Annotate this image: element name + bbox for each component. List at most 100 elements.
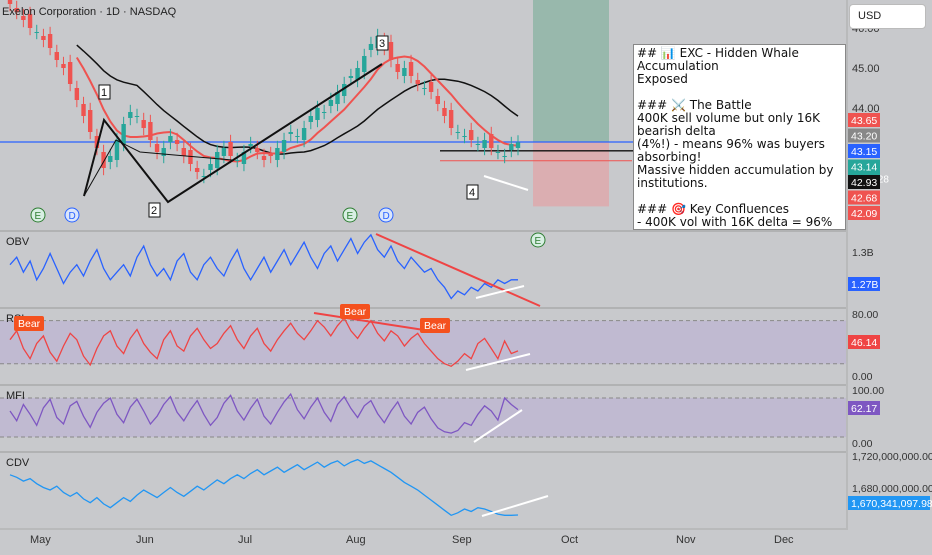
note-annotation[interactable]: ## 📊 EXC - Hidden Whale Accumulation Expo… bbox=[633, 44, 846, 230]
candle-body bbox=[34, 32, 39, 33]
currency-selector[interactable]: USD bbox=[849, 4, 926, 29]
candle-body bbox=[81, 104, 86, 116]
wave-label-box bbox=[148, 202, 161, 218]
wave-channel bbox=[83, 139, 233, 197]
candle-body bbox=[181, 148, 186, 156]
y-axis: 1.3B 1.27B 80.00 0.00 46.14 100.00 0.00 62.17 1,… bbox=[846, 0, 932, 530]
indicator-value-tag bbox=[848, 496, 930, 510]
price-tag-label: 43.65 bbox=[851, 115, 877, 127]
candle-body bbox=[261, 156, 267, 160]
candle-body bbox=[154, 144, 160, 152]
price-tag-label: 42.09 bbox=[851, 208, 877, 220]
candle-body bbox=[475, 144, 481, 145]
pane-title: OBV bbox=[6, 236, 30, 248]
candle-body bbox=[502, 156, 507, 157]
price-tag bbox=[848, 144, 880, 158]
dividend-marker bbox=[378, 207, 394, 223]
candle-body bbox=[121, 124, 126, 144]
indicator-value-tag bbox=[848, 401, 880, 415]
candle-body bbox=[134, 116, 140, 117]
stop-zone bbox=[533, 142, 609, 207]
wave-label: 3 bbox=[379, 38, 385, 50]
candle-body bbox=[281, 140, 287, 152]
candle-body bbox=[168, 136, 173, 142]
candle-body bbox=[515, 142, 521, 148]
candle-body bbox=[128, 112, 133, 118]
indicator-band bbox=[0, 398, 846, 437]
candle-body bbox=[482, 140, 487, 148]
bear-badge bbox=[14, 316, 44, 331]
candle-body bbox=[415, 80, 420, 84]
wave-label-box bbox=[466, 184, 479, 200]
bear-badge bbox=[420, 318, 450, 333]
price-tick-label: 45.00 bbox=[852, 63, 880, 75]
candle-body bbox=[308, 116, 313, 122]
candle-body bbox=[14, 8, 19, 12]
indicator-value-label: 1,670,341,097.98 bbox=[851, 498, 932, 510]
overlay-drawings: 1 2 3 4 E D E D E bbox=[30, 35, 546, 248]
wave-label-box bbox=[376, 35, 389, 51]
candle-body bbox=[141, 120, 146, 128]
candle-body bbox=[455, 132, 461, 133]
indicator-value-tag bbox=[848, 277, 880, 291]
x-tick-label: May bbox=[30, 534, 51, 546]
event-marker-label: E bbox=[347, 211, 354, 222]
event-marker-label: E bbox=[535, 236, 542, 247]
candle-body bbox=[435, 96, 440, 104]
pane-title: MFI bbox=[6, 390, 25, 402]
candle-body bbox=[61, 64, 66, 68]
x-tick-label: Jul bbox=[238, 534, 252, 546]
mfi-divergence-line bbox=[473, 409, 523, 443]
event-marker-label: D bbox=[383, 211, 390, 222]
indicator-tick-label: 100.00 bbox=[852, 385, 884, 397]
indicator-tick-label: 1.3B bbox=[852, 247, 874, 259]
candle-body bbox=[448, 110, 454, 128]
note-line: ### ⚔️ The Battle bbox=[637, 98, 752, 112]
x-tick-label: Nov bbox=[676, 534, 696, 546]
candle-body bbox=[255, 148, 260, 152]
candle-body bbox=[27, 14, 33, 28]
candle-body bbox=[201, 176, 207, 177]
candle-body bbox=[321, 112, 327, 113]
candle-body bbox=[248, 144, 253, 146]
candle-body bbox=[215, 152, 220, 168]
candle-body bbox=[368, 44, 374, 50]
candle-body bbox=[74, 88, 80, 100]
indicator-tick-label: 80.00 bbox=[852, 309, 878, 321]
earnings-marker bbox=[30, 207, 46, 223]
obv-pane: OBV bbox=[0, 230, 846, 307]
event-marker-label: E bbox=[35, 211, 42, 222]
candle-body bbox=[41, 36, 46, 40]
candle-body bbox=[335, 92, 340, 104]
wave-label-box bbox=[98, 84, 111, 100]
candle-body bbox=[108, 156, 113, 162]
price-tag bbox=[848, 190, 880, 205]
candle-body bbox=[442, 108, 447, 116]
candle-body bbox=[355, 68, 360, 80]
note-line: (4%!) - means 96% was buyers absorbing! bbox=[637, 137, 829, 164]
candle-body bbox=[188, 150, 193, 164]
candle-body bbox=[101, 152, 106, 168]
candle-body bbox=[47, 34, 53, 48]
cdv-pane: CDV bbox=[0, 451, 846, 517]
indicator-line bbox=[9, 392, 519, 434]
candle-body bbox=[428, 82, 434, 92]
wave-label: 1 bbox=[101, 87, 107, 99]
bear-badge-label: Bear bbox=[18, 318, 41, 330]
candle-body bbox=[21, 16, 26, 20]
candle-body bbox=[235, 160, 240, 161]
bear-badge-label: Bear bbox=[424, 320, 447, 332]
note-line: Massive hidden accumulation by bbox=[637, 163, 834, 177]
earnings-marker bbox=[530, 232, 546, 248]
candle-body bbox=[161, 148, 166, 156]
candle-body bbox=[7, 0, 13, 4]
target-zone bbox=[533, 0, 609, 142]
x-tick-label: Dec bbox=[774, 534, 794, 546]
indicator-line bbox=[9, 233, 518, 300]
indicator-line bbox=[9, 458, 519, 517]
pane-title: CDV bbox=[6, 457, 30, 469]
x-tick-label: Aug bbox=[346, 534, 366, 546]
note-line: institutions. bbox=[637, 176, 708, 190]
note-line: Exposed bbox=[637, 72, 688, 86]
price-divergence-line bbox=[483, 175, 529, 191]
